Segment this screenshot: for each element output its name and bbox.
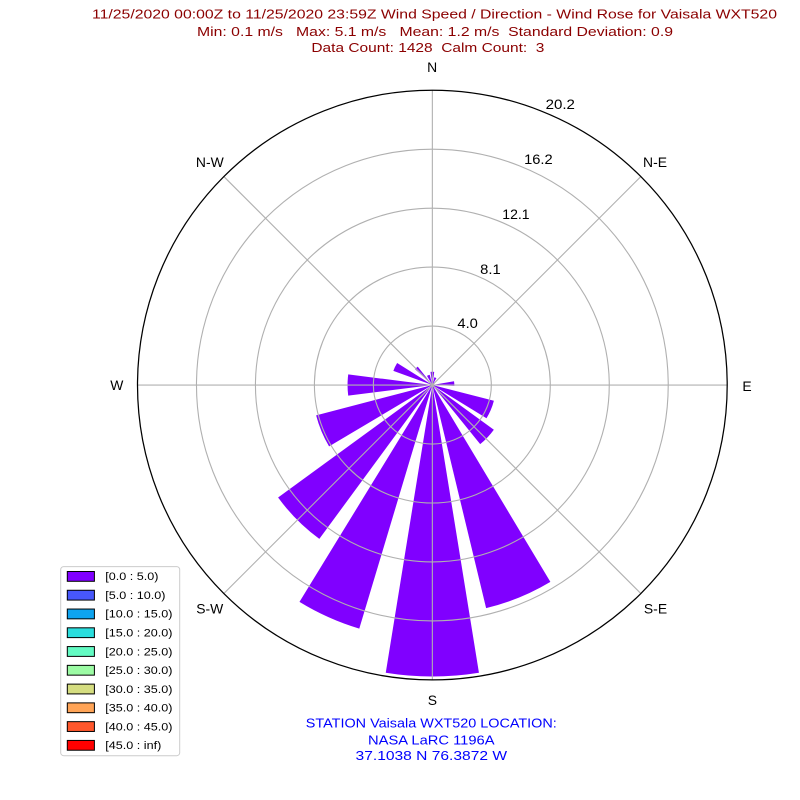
svg-text:[45.0 : inf): [45.0 : inf) — [105, 740, 161, 752]
svg-text:[0.0 : 5.0): [0.0 : 5.0) — [105, 571, 158, 583]
svg-text:Min: 0.1 m/s Max: 5.1 m/s: Min: 0.1 m/s Max: 5.1 m/s Mean: 1.2 m/s … — [197, 24, 673, 39]
svg-text:S-W: S-W — [196, 600, 224, 616]
svg-text:[10.0 : 15.0): [10.0 : 15.0) — [105, 609, 172, 621]
svg-text:[15.0 : 20.0): [15.0 : 20.0) — [105, 628, 172, 640]
svg-text:[20.0 : 25.0): [20.0 : 25.0) — [105, 646, 172, 658]
svg-text:S: S — [428, 692, 437, 708]
svg-text:E: E — [742, 378, 751, 394]
svg-text:[40.0 : 45.0): [40.0 : 45.0) — [105, 721, 172, 733]
svg-text:12.1: 12.1 — [502, 206, 530, 222]
svg-text:37.1038 N 76.3872 W: 37.1038 N 76.3872 W — [356, 748, 508, 763]
svg-text:4.0: 4.0 — [457, 315, 478, 331]
svg-text:[25.0 : 30.0): [25.0 : 30.0) — [105, 665, 172, 677]
svg-text:[35.0 : 40.0): [35.0 : 40.0) — [105, 703, 172, 715]
svg-text:16.2: 16.2 — [524, 151, 553, 167]
svg-text:N-E: N-E — [643, 154, 667, 170]
svg-text:W: W — [110, 377, 124, 393]
svg-text:[5.0 : 10.0): [5.0 : 10.0) — [105, 590, 165, 602]
svg-text:[30.0 : 35.0): [30.0 : 35.0) — [105, 684, 172, 696]
svg-text:N-W: N-W — [196, 154, 225, 170]
svg-text:N: N — [427, 59, 437, 75]
svg-text:11/25/2020 00:00Z to 11/25/202: 11/25/2020 00:00Z to 11/25/2020 23:59Z W… — [92, 7, 777, 22]
svg-text:20.2: 20.2 — [546, 96, 576, 112]
svg-text:NASA LaRC 1196A: NASA LaRC 1196A — [368, 732, 495, 747]
svg-text:STATION Vaisala WXT520 LOCATIO: STATION Vaisala WXT520 LOCATION: — [306, 715, 557, 730]
svg-text:Data Count: 1428 Calm Count:: Data Count: 1428 Calm Count: 3 — [311, 40, 544, 55]
svg-text:S-E: S-E — [644, 600, 667, 616]
svg-text:8.1: 8.1 — [480, 261, 501, 277]
